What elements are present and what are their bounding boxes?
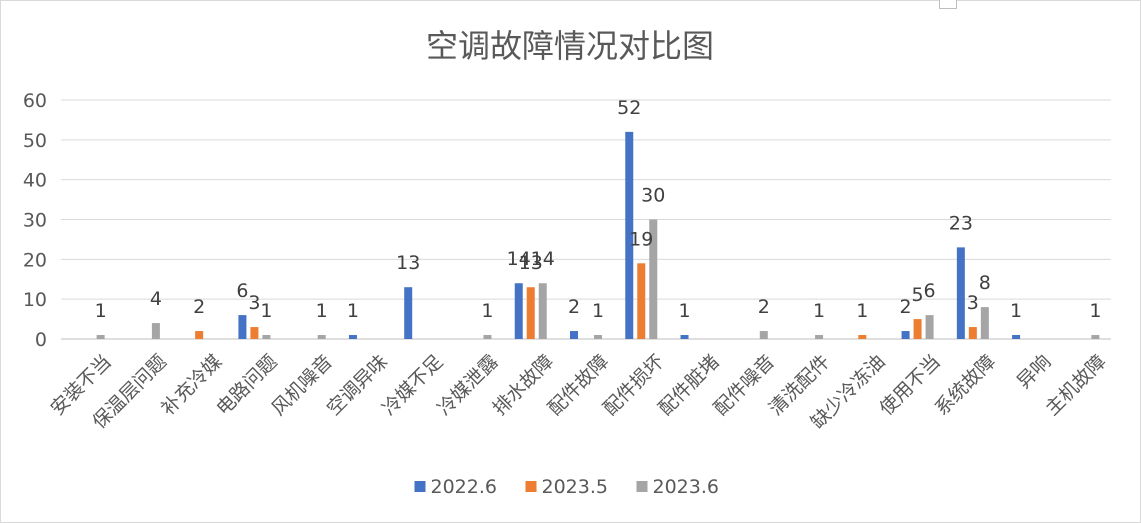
data-label: 1 (347, 300, 359, 322)
data-label: 13 (396, 252, 420, 274)
bar (625, 131, 634, 339)
bar (815, 335, 824, 339)
bar (594, 335, 602, 339)
x-tick-label: 补充冷媒 (157, 351, 226, 420)
x-tick-label: 使用不当 (875, 351, 944, 420)
x-tick-label: 风机噪音 (268, 351, 337, 420)
y-tick-label: 10 (23, 289, 47, 311)
x-axis: 安装不当保温层问题补充冷媒电路问题风机噪音空调异味冷媒不足冷媒泄露排水故障配件故… (46, 351, 1110, 434)
data-label: 14 (507, 248, 531, 270)
bar (637, 263, 646, 339)
data-label: 3 (967, 292, 979, 314)
resize-handle[interactable] (939, 0, 957, 9)
data-label: 4 (150, 288, 162, 310)
bar (483, 335, 492, 339)
bar (317, 335, 326, 339)
bar (980, 307, 989, 339)
data-label: 2 (758, 296, 770, 318)
bar (913, 319, 922, 339)
data-label: 2 (568, 296, 580, 318)
bar (195, 331, 204, 339)
bar (1091, 335, 1100, 339)
x-tick-label: 配件故障 (544, 351, 613, 420)
data-label: 1 (592, 300, 604, 322)
y-tick-label: 50 (23, 130, 47, 152)
bar (514, 283, 523, 339)
data-label: 14 (531, 248, 555, 270)
data-label: 23 (949, 212, 973, 234)
y-axis: 0 10 20 30 40 50 60 (23, 90, 47, 351)
x-tick-label: 空调异味 (323, 351, 392, 420)
x-tick-label: 排水故障 (489, 351, 558, 420)
y-tick-label: 30 (23, 210, 47, 232)
bar (680, 335, 689, 339)
bar (925, 315, 934, 339)
bars (96, 131, 1100, 339)
legend-swatch (636, 481, 648, 492)
x-tick-label: 异响 (1013, 351, 1055, 393)
data-label: 1 (678, 300, 690, 322)
legend-entry: 2023.6 (653, 476, 719, 498)
bar (151, 323, 160, 339)
data-label: 5 (912, 284, 924, 306)
x-tick-label: 配件损坏 (599, 351, 668, 420)
data-label: 1 (316, 300, 328, 322)
legend-entry: 2022.6 (431, 476, 497, 498)
data-label: 19 (629, 228, 653, 250)
bar (759, 331, 768, 339)
x-tick-label: 主机故障 (1041, 351, 1110, 420)
data-label: 2 (193, 296, 205, 318)
x-tick-label: 电路问题 (212, 351, 281, 420)
data-label: 2 (900, 296, 912, 318)
x-tick-label: 配件噪音 (710, 351, 779, 420)
data-label: 1 (1010, 300, 1022, 322)
bar (858, 335, 867, 339)
legend-swatch (525, 481, 537, 492)
data-label: 1 (95, 300, 107, 322)
bar (538, 283, 547, 339)
x-tick-label: 配件脏堵 (654, 351, 723, 420)
bar (526, 287, 535, 339)
data-label: 1 (856, 300, 868, 322)
bar (96, 335, 105, 339)
gridlines (61, 99, 1111, 340)
data-label: 30 (641, 185, 665, 207)
data-label: 13 (519, 252, 543, 274)
data-label: 3 (248, 292, 260, 314)
legend: 2022.6 2023.5 2023.6 (414, 476, 719, 498)
y-tick-label: 60 (23, 90, 47, 112)
data-label: 6 (236, 280, 248, 302)
x-tick-label: 冷媒不足 (378, 351, 447, 420)
chart-title: 空调故障情况对比图 (426, 27, 714, 65)
bar (348, 335, 357, 339)
data-label: 6 (924, 280, 936, 302)
x-tick-label: 冷媒泄露 (433, 351, 502, 420)
y-tick-label: 40 (23, 170, 47, 192)
bar (901, 331, 910, 339)
data-label: 8 (979, 272, 991, 294)
x-tick-label: 系统故障 (931, 351, 1000, 420)
bar (956, 247, 965, 339)
data-label: 1 (260, 300, 272, 322)
bar (649, 219, 658, 339)
bar (250, 327, 259, 339)
y-tick-label: 20 (23, 249, 47, 271)
bar (238, 315, 247, 339)
bar (1012, 335, 1021, 339)
data-label: 52 (617, 97, 641, 119)
data-label: 1 (481, 300, 493, 322)
bar (968, 327, 977, 339)
data-label: 1 (813, 300, 825, 322)
legend-swatch (414, 481, 426, 492)
legend-entry: 2023.5 (542, 476, 608, 498)
bar (404, 287, 413, 339)
bar (570, 331, 578, 339)
data-label: 1 (1089, 300, 1101, 322)
y-tick-label: 0 (35, 329, 47, 351)
bar (262, 335, 271, 339)
